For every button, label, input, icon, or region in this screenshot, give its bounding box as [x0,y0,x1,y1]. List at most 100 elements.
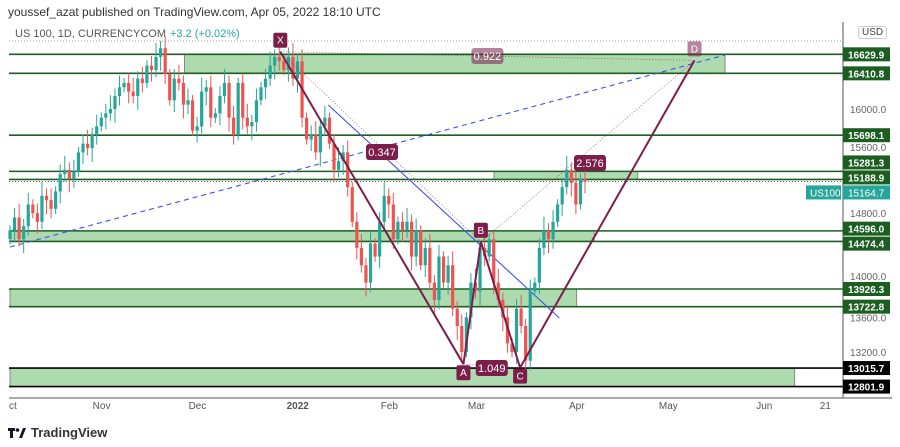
candle-body [108,109,112,114]
candle-body [396,221,400,240]
candle-body [250,122,254,127]
pattern-point-box [273,32,288,48]
candle-body [54,191,58,209]
candle [190,95,195,136]
candle-body [364,265,368,283]
candle [423,238,427,277]
candle [359,233,363,273]
candle-body [76,152,81,172]
candle [35,203,39,234]
candle [268,51,272,86]
candle-body [578,178,583,205]
support-resistance-zone [9,288,578,307]
candle [12,207,17,243]
candle-body [469,282,473,318]
candle [17,203,21,247]
candle [241,73,245,130]
price-chart[interactable]: 0.3471.0492.5760.922XABCD16000.015600.01… [0,0,900,420]
candle [542,216,546,256]
footer: TradingView [8,425,107,440]
candle-body [254,100,259,123]
candle-body [241,82,245,118]
candle-body [35,213,39,222]
candle-body [473,282,478,292]
candle [186,88,190,115]
candle [556,199,560,228]
level-price-tag [843,128,890,143]
candle-body [263,78,268,88]
candle-body [359,247,363,266]
pattern-point-box [513,368,528,384]
currency-button[interactable]: USD [858,26,888,39]
candle-body [305,117,309,140]
candle-body [323,117,327,127]
level-price-text: 13722.8 [848,303,885,314]
candle-body [368,243,373,283]
candle [314,121,318,160]
candle-body [528,291,532,361]
pattern-point-box [687,41,702,57]
symbol-tag [806,185,841,200]
candle [67,162,71,193]
publisher-info: youssef_azat published on TradingView.co… [8,5,381,19]
candle [569,162,573,197]
level-price-text: 12801.9 [848,383,885,394]
candle-body [314,135,318,153]
candle-body [309,135,313,140]
candle [565,155,569,195]
candle [85,129,90,156]
candle-body [232,117,236,136]
candle [446,255,450,295]
candle-body [350,187,354,222]
candle-body [533,282,537,292]
candle [90,127,94,162]
price-change: +3.2 (+0.02%) [169,28,240,40]
candle [222,69,227,104]
candle [277,45,281,71]
candle [537,238,541,295]
candle [81,134,85,165]
candle-body [227,82,231,118]
candle-body [145,65,149,83]
candle-body [163,48,167,75]
time-tick-label: 2022 [287,401,310,412]
candle-body [12,217,17,231]
candle-body [496,282,500,300]
level-price-text: 15281.3 [848,158,885,169]
level-price-text: 14474.4 [848,240,885,251]
candle-body [569,169,573,183]
ratio-label: 2.576 [576,158,604,170]
level-price-text: 13015.7 [848,364,885,375]
time-tick-label: Dec [189,401,207,412]
candle-body [168,74,172,101]
candle-body [17,217,21,240]
candle-body [524,326,528,361]
candle-body [236,82,240,136]
candle-body [259,87,263,101]
candle-body [204,87,208,92]
ratio-label-box [475,360,508,376]
candle-body [218,95,222,114]
candle [63,155,67,182]
candle [31,199,35,219]
candle-body [565,169,569,188]
candle [574,171,578,215]
pattern-point-label: D [691,44,698,55]
candle [8,225,12,245]
price-axis [843,22,892,400]
pattern-point-label: X [277,36,284,47]
candle [113,88,117,123]
candle-body [514,308,519,353]
candle [227,75,231,132]
candle [44,188,49,215]
candle [327,112,332,149]
candle-body [574,182,578,205]
candle [95,114,99,145]
level-price-tag [843,221,890,236]
candle-body [149,65,154,70]
price-tick-label: 13600.0 [850,313,887,324]
candle [213,108,217,123]
candle-body [186,100,190,105]
candle-body [140,78,144,83]
candle [117,75,122,106]
